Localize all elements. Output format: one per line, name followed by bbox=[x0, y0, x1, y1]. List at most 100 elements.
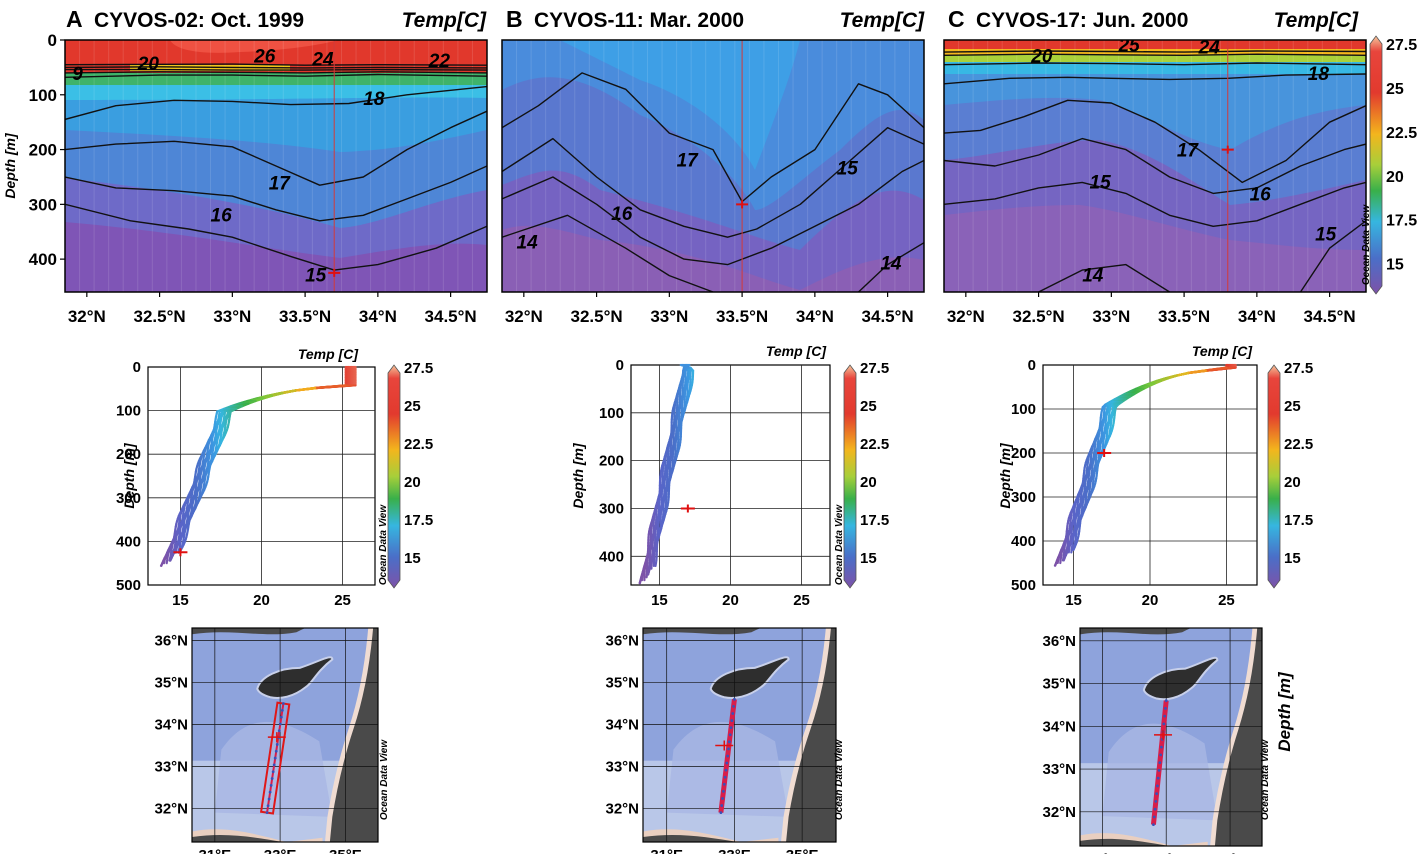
map-frame bbox=[642, 627, 837, 843]
station-dot bbox=[268, 790, 272, 794]
profile-a: 15 20 25 0 100 200 300 400 500 Temp [C] Depth [m… bbox=[116, 346, 376, 609]
cyprus-island bbox=[1142, 656, 1219, 701]
land-levant bbox=[1214, 628, 1262, 846]
y-tick-label: 0 bbox=[1028, 357, 1036, 374]
profile-colorbar-a: 27.5 25 22.5 20 17.5 15 Ocean Data View bbox=[378, 360, 433, 589]
station-dot bbox=[721, 797, 724, 800]
profile-colorbar-a-bar bbox=[387, 364, 401, 589]
isotherm-15 bbox=[502, 159, 924, 266]
map-layers bbox=[643, 628, 836, 842]
profile-segment bbox=[160, 562, 164, 567]
colorbar-tick-label: 17.5 bbox=[860, 512, 889, 529]
station-dot bbox=[1157, 768, 1161, 772]
map-b-odv: Ocean Data View bbox=[834, 739, 845, 820]
station-dot bbox=[267, 797, 271, 801]
station-dot bbox=[280, 708, 284, 712]
x-tick-label: 20 bbox=[1142, 592, 1159, 609]
y-tick-label: 300 bbox=[599, 500, 624, 517]
section-c-layer-warm bbox=[944, 40, 1366, 49]
isotherm-17 bbox=[502, 72, 924, 203]
profile-station-marker bbox=[267, 732, 286, 743]
profile-c-grid: 15 20 25 0 100 200 300 400 500 bbox=[1011, 357, 1257, 609]
profile-segment bbox=[271, 392, 284, 397]
profile-b-grid: 15 20 25 0 100 200 300 400 bbox=[599, 357, 830, 609]
map-lat-label: 33°N bbox=[154, 758, 188, 775]
x-tick-label: 32.5°N bbox=[134, 307, 186, 326]
map-lat-label: 35°N bbox=[1042, 676, 1076, 693]
profile-segment bbox=[1153, 379, 1163, 385]
station-dot bbox=[281, 702, 285, 705]
section-a: 26 24 22 20 9 18 17 16 15 32°N 32.5°N 33°N 33.5°N 34… bbox=[2, 31, 488, 326]
station-dot bbox=[279, 715, 283, 719]
map-lon-label: 33°E bbox=[718, 847, 751, 854]
land-turkey bbox=[643, 628, 761, 635]
section-c-axes: 32°N 32.5°N 33°N 33.5°N 34°N 34.5°N bbox=[947, 292, 1356, 326]
isotherm-16 bbox=[502, 127, 924, 238]
map-lat-label: 32°N bbox=[154, 800, 188, 817]
profile-b-ylabel: Depth [m] bbox=[570, 442, 586, 509]
colorbar-tick-label: 22.5 bbox=[860, 436, 889, 453]
station-dot bbox=[725, 761, 729, 765]
profile-a-odv: Ocean Data View bbox=[378, 504, 389, 585]
section-b: 17 16 15 14 14 32°N 32.5°N 33°N 33.5°N 34°N 34.5°… bbox=[501, 39, 925, 326]
station-dot bbox=[1152, 823, 1155, 827]
x-tick-label: 32°N bbox=[947, 307, 985, 326]
isotherm-label-25: 25 bbox=[1118, 35, 1141, 56]
profile-c-data bbox=[1053, 363, 1237, 567]
panel-a-unit: Temp[C] bbox=[402, 9, 487, 32]
isotherm-label-16: 16 bbox=[211, 205, 233, 226]
station-dot bbox=[273, 756, 277, 760]
profile-segment bbox=[294, 386, 317, 392]
isotherm-label-17: 17 bbox=[677, 151, 700, 172]
profile-segment bbox=[1186, 369, 1208, 374]
isotherm-label-15b: 15 bbox=[1315, 224, 1337, 245]
colorbar-tick-label: 20 bbox=[1386, 169, 1404, 186]
x-tick-label: 15 bbox=[651, 592, 668, 609]
map-lon-label: 35°E bbox=[329, 847, 362, 854]
isotherm-14 bbox=[1038, 263, 1170, 292]
colorbar-tick-label: 25 bbox=[1284, 398, 1301, 415]
colorbar-tick-label: 25 bbox=[1386, 81, 1404, 98]
map-lat-label: 36°N bbox=[605, 633, 639, 650]
station-dot bbox=[720, 804, 724, 807]
map-lon-label: 31°E bbox=[650, 847, 683, 854]
station-dot bbox=[733, 697, 736, 701]
x-tick-label: 20 bbox=[722, 592, 739, 609]
colorbar-tick-label: 25 bbox=[860, 398, 877, 415]
isotherm-24 bbox=[65, 66, 487, 69]
map-c-content: 36°N 35°N 34°N 33°N 32°N 31°E 33°E 35°E bbox=[1042, 627, 1263, 854]
profile-b-data bbox=[638, 363, 695, 585]
profile-marker bbox=[173, 548, 188, 557]
map-lon-label: 35°E bbox=[1214, 851, 1247, 854]
profile-colorbar-b: 27.5 25 22.5 20 17.5 15 Ocean Data View bbox=[834, 360, 889, 589]
profile-b-unit: Temp [C] bbox=[766, 343, 827, 359]
isotherm-16 bbox=[65, 165, 487, 222]
station-dot bbox=[278, 722, 282, 726]
isotherm-18 bbox=[944, 73, 1366, 85]
profile-a-data bbox=[159, 365, 357, 567]
panel-letter-a: A bbox=[66, 6, 83, 32]
map-layers bbox=[192, 628, 378, 842]
y-tick-label: 100 bbox=[29, 86, 57, 105]
map-c: 36°N 35°N 34°N 33°N 32°N 31°E 33°E 35°E Ocean D… bbox=[1042, 627, 1294, 854]
profile-segment bbox=[247, 399, 257, 405]
panel-b-unit: Temp[C] bbox=[840, 9, 925, 32]
isotherm-label-14: 14 bbox=[517, 233, 539, 254]
y-tick-label: 300 bbox=[29, 195, 57, 214]
section-b-layer-1 bbox=[560, 40, 800, 170]
section-a-frame bbox=[64, 39, 488, 293]
profile-c: 15 20 25 0 100 200 300 400 500 Temp [C] Depth [m… bbox=[997, 343, 1258, 609]
colorbar-tick-label: 20 bbox=[860, 474, 877, 491]
station-dot bbox=[1162, 722, 1166, 726]
section-a-contours: 26 24 22 20 9 18 17 16 15 bbox=[65, 40, 487, 292]
isotherm-label-14: 14 bbox=[1082, 266, 1104, 287]
top-colorbar-ticks: 27.5 25 22.5 20 17.5 15 bbox=[1386, 37, 1417, 274]
station-dot bbox=[1154, 799, 1158, 803]
profile-colorbar-b-ticks: 27.5 25 22.5 20 17.5 15 bbox=[860, 360, 889, 567]
x-tick-label: 25 bbox=[1218, 592, 1235, 609]
profile-segment bbox=[1070, 548, 1073, 554]
profile-segment bbox=[281, 389, 297, 395]
y-tick-label: 0 bbox=[133, 359, 141, 376]
isotherm-26 bbox=[65, 63, 487, 66]
isotherm-16 bbox=[944, 137, 1366, 195]
